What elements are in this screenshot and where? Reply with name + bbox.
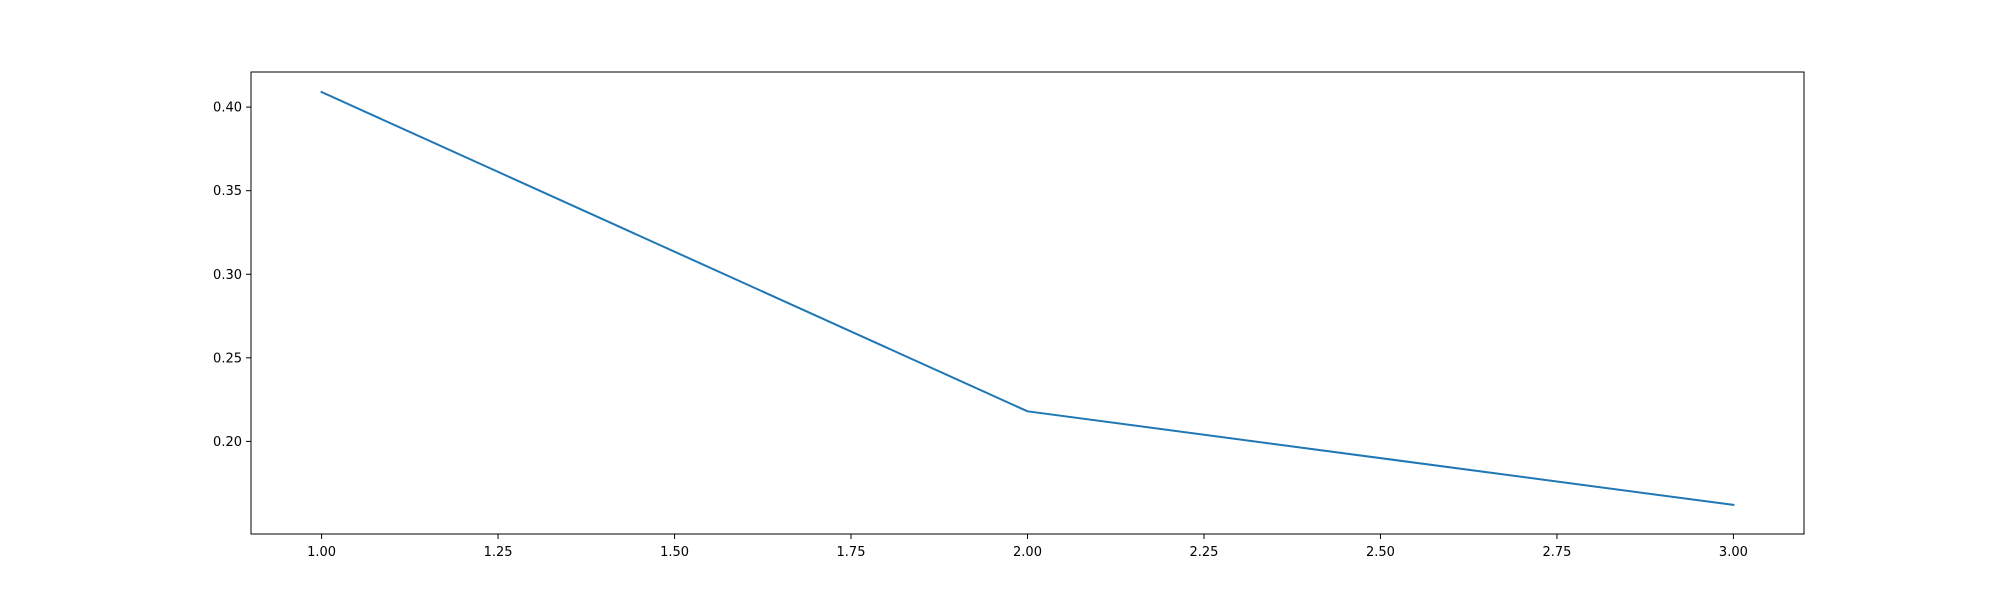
plot-area (250, 71, 1805, 535)
x-tick-label: 1.75 (837, 545, 866, 560)
x-tick-label: 2.50 (1366, 545, 1395, 560)
y-tick-label: 0.30 (213, 268, 242, 283)
y-tick-label: 0.20 (213, 435, 242, 450)
x-tick-label: 2.00 (1013, 545, 1042, 560)
x-tick-label: 1.00 (307, 545, 336, 560)
x-tick-label: 1.50 (660, 545, 689, 560)
x-axis: 1.00 1.25 1.50 1.75 2.00 2.25 2.50 2.75 3.00 (307, 534, 1748, 560)
x-tick-label: 2.75 (1542, 545, 1571, 560)
x-tick-label: 3.00 (1719, 545, 1748, 560)
y-tick-label: 0.35 (213, 184, 242, 199)
x-tick-label: 2.25 (1190, 545, 1219, 560)
series-line (320, 90, 1735, 507)
series-layer (320, 90, 1735, 507)
y-axis: 0.20 0.25 0.30 0.35 0.40 (213, 101, 251, 450)
y-tick-label: 0.40 (213, 101, 242, 116)
x-tick-label: 1.25 (484, 545, 513, 560)
y-tick-label: 0.25 (213, 351, 242, 366)
